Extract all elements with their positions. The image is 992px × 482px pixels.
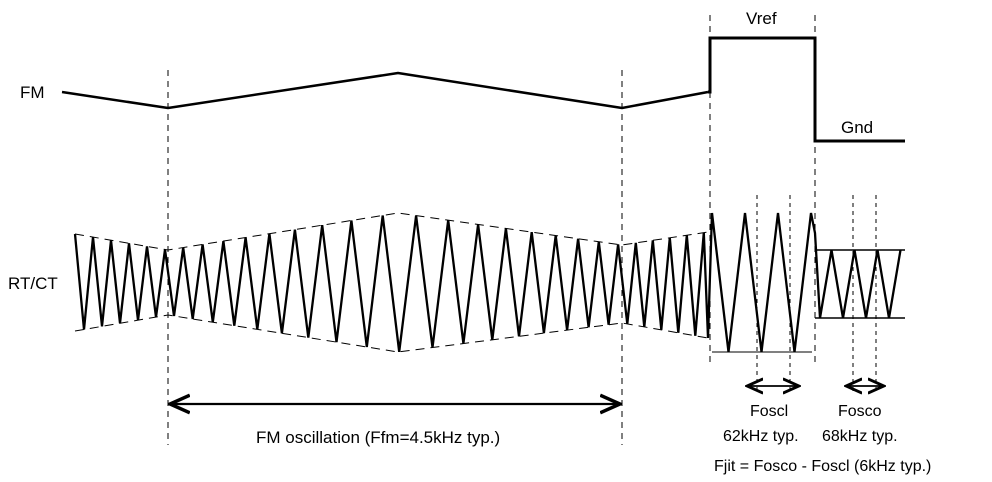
rtct-triangle-line: [73, 212, 902, 353]
rtct-waveform: [73, 212, 905, 353]
fosco-value: 68kHz typ.: [822, 428, 898, 445]
fm-waveform: [61, 71, 709, 110]
fosco-name: Fosco: [838, 403, 882, 420]
guide-lines: [167, 15, 816, 445]
foscl-value: 62kHz typ.: [723, 428, 799, 445]
vref-label: Vref: [746, 9, 777, 28]
rtct-label: RT/CT: [8, 274, 58, 293]
fm-oscillation-label: FM oscillation (Ffm=4.5kHz typ.): [256, 428, 500, 447]
fjit-label: Fjit = Fosco - Foscl (6kHz typ.): [714, 458, 931, 475]
period-guides: [756, 195, 877, 392]
fm-label: FM: [20, 83, 45, 102]
vref-gnd-step: [708, 36, 905, 143]
gnd-label: Gnd: [841, 118, 873, 137]
foscl-name: Foscl: [750, 403, 788, 420]
